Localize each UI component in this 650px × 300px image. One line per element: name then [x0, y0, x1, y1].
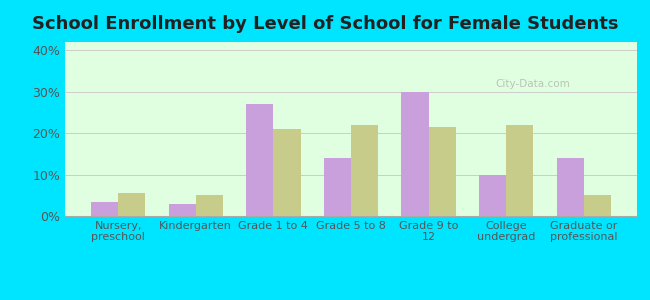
Bar [118, 193, 146, 216]
Text: School Enrollment by Level of School for Female Students: School Enrollment by Level of School for… [32, 15, 618, 33]
Bar [479, 175, 506, 216]
Bar [274, 129, 300, 216]
Bar [402, 92, 428, 216]
Bar [506, 125, 534, 216]
Bar [584, 195, 611, 216]
Bar [324, 158, 351, 216]
Bar [246, 104, 274, 216]
Bar [428, 127, 456, 216]
Bar [196, 195, 223, 216]
Bar [168, 204, 196, 216]
Bar [91, 202, 118, 216]
Bar [351, 125, 378, 216]
Bar [556, 158, 584, 216]
Text: City-Data.com: City-Data.com [495, 79, 571, 89]
